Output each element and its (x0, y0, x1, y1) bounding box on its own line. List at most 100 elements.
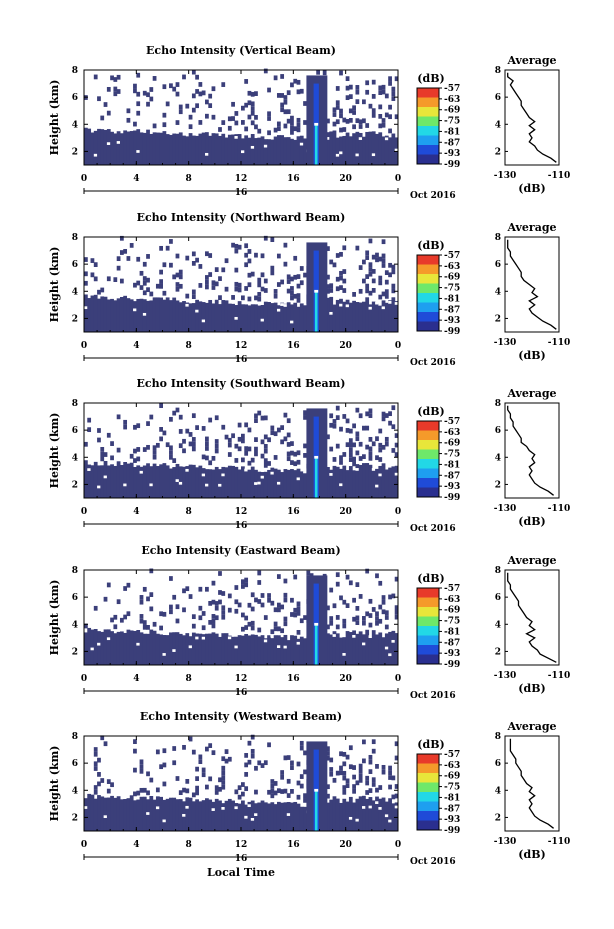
heatmap-gap (162, 653, 167, 656)
heatmap-cell (365, 463, 370, 498)
heatmap-cell (273, 635, 278, 665)
heatmap-cell (119, 235, 124, 241)
y-axis-label: Height (km) (48, 580, 61, 656)
heatmap-gap (263, 639, 268, 643)
heatmap-cell (146, 421, 150, 426)
heatmap-cell (381, 84, 386, 90)
heatmap-cell (303, 471, 307, 498)
heatmap-cell (133, 800, 137, 831)
heatmap-cell (247, 460, 252, 466)
heatmap-cell (303, 101, 307, 106)
heatmap-cell (175, 604, 180, 610)
heatmap-cell (244, 469, 249, 498)
heatmap-cell (152, 450, 157, 455)
heatmap-gap (329, 473, 334, 476)
heatmap-cell (119, 464, 124, 498)
heatmap-gap (339, 151, 343, 155)
colorbar-tick-label: -69 (444, 772, 460, 782)
y-tick-label: 2 (72, 314, 78, 324)
heatmap-cell (296, 127, 301, 133)
heatmap-cell (371, 94, 376, 99)
heatmap-cell (155, 466, 160, 498)
heatmap-cell (339, 426, 343, 432)
rain-column-bright (314, 124, 318, 165)
heatmap-cell (345, 428, 350, 433)
heatmap-cell (283, 578, 288, 584)
heatmap-cell (162, 463, 167, 498)
heatmap-cell (326, 784, 330, 790)
heatmap-cell (149, 629, 154, 665)
heatmap-cell (146, 254, 150, 259)
heatmap-cell (394, 301, 399, 332)
heatmap-cell (119, 133, 124, 165)
heatmap-cell (87, 417, 92, 423)
colorbar-tick-label: -93 (444, 482, 460, 492)
heatmap-cell (136, 447, 141, 452)
heatmap-cell (296, 610, 301, 616)
colorbar-tick-label: -81 (444, 460, 460, 470)
heatmap-cell (283, 99, 288, 105)
heatmap-cell (231, 433, 235, 439)
heatmap-cell (116, 599, 121, 605)
y-tick-label: 8 (72, 399, 78, 409)
heatmap-cell (329, 413, 334, 419)
heatmap-cell (247, 282, 252, 288)
heatmap-cell (378, 113, 383, 119)
heatmap-cell (316, 69, 320, 75)
heatmap-cell (339, 751, 343, 757)
heatmap-cell (142, 465, 147, 498)
heatmap-cell (290, 276, 294, 282)
heatmap-cell (391, 91, 396, 97)
heatmap-cell (273, 431, 278, 437)
heatmap-gap (378, 807, 383, 810)
heatmap-cell (142, 624, 147, 630)
heatmap-cell (191, 464, 196, 498)
heatmap-cell (221, 784, 226, 790)
heatmap-cell (175, 282, 180, 287)
heatmap-cell (326, 624, 330, 630)
heatmap-cell (326, 793, 330, 799)
heatmap-gap (339, 483, 343, 487)
heatmap-cell (286, 802, 291, 831)
heatmap-cell (388, 798, 392, 831)
colorbar-segment (417, 773, 439, 783)
heatmap-cell (303, 750, 307, 756)
heatmap-cell (250, 91, 255, 97)
heatmap-cell (339, 127, 343, 133)
heatmap-cell (106, 129, 111, 165)
heatmap-cell (218, 135, 222, 165)
heatmap-gap (139, 470, 144, 474)
heatmap-gap (218, 483, 222, 487)
heatmap-cell (191, 69, 196, 75)
heatmap-cell (381, 89, 386, 95)
heatmap-gap (260, 318, 265, 322)
heatmap-cell (362, 301, 366, 332)
colorbar-segment (417, 283, 439, 294)
heatmap-cell (191, 623, 196, 629)
y-tick-label: 4 (72, 453, 78, 463)
heatmap-cell (185, 466, 190, 498)
heatmap-cell (371, 441, 376, 447)
heatmap-cell (391, 86, 396, 92)
heatmap-cell (381, 300, 386, 332)
heatmap-cell (97, 465, 101, 498)
heatmap-cell (358, 124, 363, 129)
heatmap-cell (339, 270, 343, 276)
colorbar-frame (416, 420, 440, 498)
heatmap-cell (142, 90, 147, 96)
heatmap-gap (384, 646, 389, 650)
heatmap-cell (303, 638, 307, 665)
heatmap-cell (270, 793, 275, 799)
heatmap-cell (388, 765, 392, 771)
colorbar-tick-label: -75 (444, 117, 460, 127)
colorbar-segment (417, 811, 439, 821)
colorbar-tick-label: -81 (444, 294, 460, 304)
heatmap-cell (250, 634, 255, 665)
heatmap-cell (381, 797, 386, 831)
heatmap-cell (335, 105, 340, 110)
heatmap-cell (169, 83, 173, 89)
heatmap-cell (87, 627, 92, 665)
heatmap-cell (348, 745, 353, 751)
heatmap-cell (146, 596, 150, 602)
